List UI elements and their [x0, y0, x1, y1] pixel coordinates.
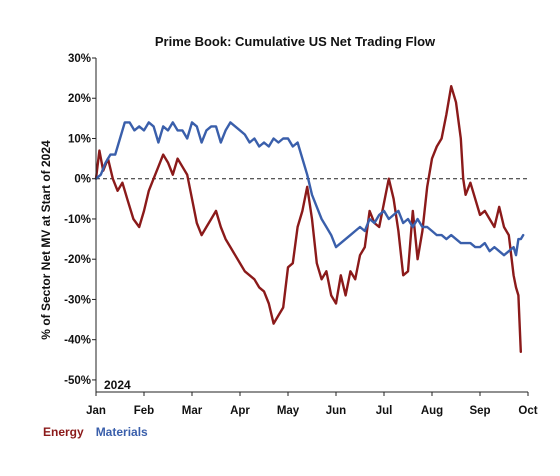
- y-tick-label: -30%: [64, 294, 91, 306]
- x-tick-label: Mar: [182, 405, 203, 417]
- chart-title: Prime Book: Cumulative US Net Trading Fl…: [155, 34, 436, 49]
- x-tick-label: Jun: [326, 405, 346, 417]
- x-tick-label: Apr: [230, 405, 250, 417]
- y-tick-label: -50%: [64, 375, 91, 387]
- x-tick-label: Jul: [376, 405, 393, 417]
- series-line-energy: [94, 85, 522, 353]
- legend-item-materials: Materials: [96, 425, 148, 439]
- ticks-layer: -50% -40% -30% -20% -10% 0% 10% 20% 30% Jan Feb Mar…: [64, 53, 538, 417]
- series-layer: [94, 85, 525, 353]
- x-tick-label: Jan: [86, 405, 106, 417]
- y-tick-label: -10%: [64, 214, 91, 226]
- y-tick-label: -20%: [64, 254, 91, 266]
- series-line-materials: [94, 121, 525, 257]
- year-annotation: 2024: [104, 378, 131, 392]
- y-tick-label: 10%: [68, 133, 91, 145]
- y-axis-label: % of Sector Net MV at Start of 2024: [39, 140, 53, 340]
- x-tick-label: May: [277, 405, 300, 417]
- legend-item-energy: Energy: [43, 425, 84, 439]
- x-tick-label: Feb: [134, 405, 154, 417]
- axes-layer: [95, 58, 528, 393]
- y-tick-label: 20%: [68, 93, 91, 105]
- y-tick-label: 0%: [74, 174, 91, 186]
- y-tick-label: 30%: [68, 53, 91, 65]
- legend: Energy Materials: [43, 425, 148, 439]
- x-tick-label: Aug: [421, 405, 443, 417]
- y-tick-label: -40%: [64, 335, 91, 347]
- x-tick-label: Sep: [469, 405, 490, 417]
- x-tick-label: Oct: [518, 405, 537, 417]
